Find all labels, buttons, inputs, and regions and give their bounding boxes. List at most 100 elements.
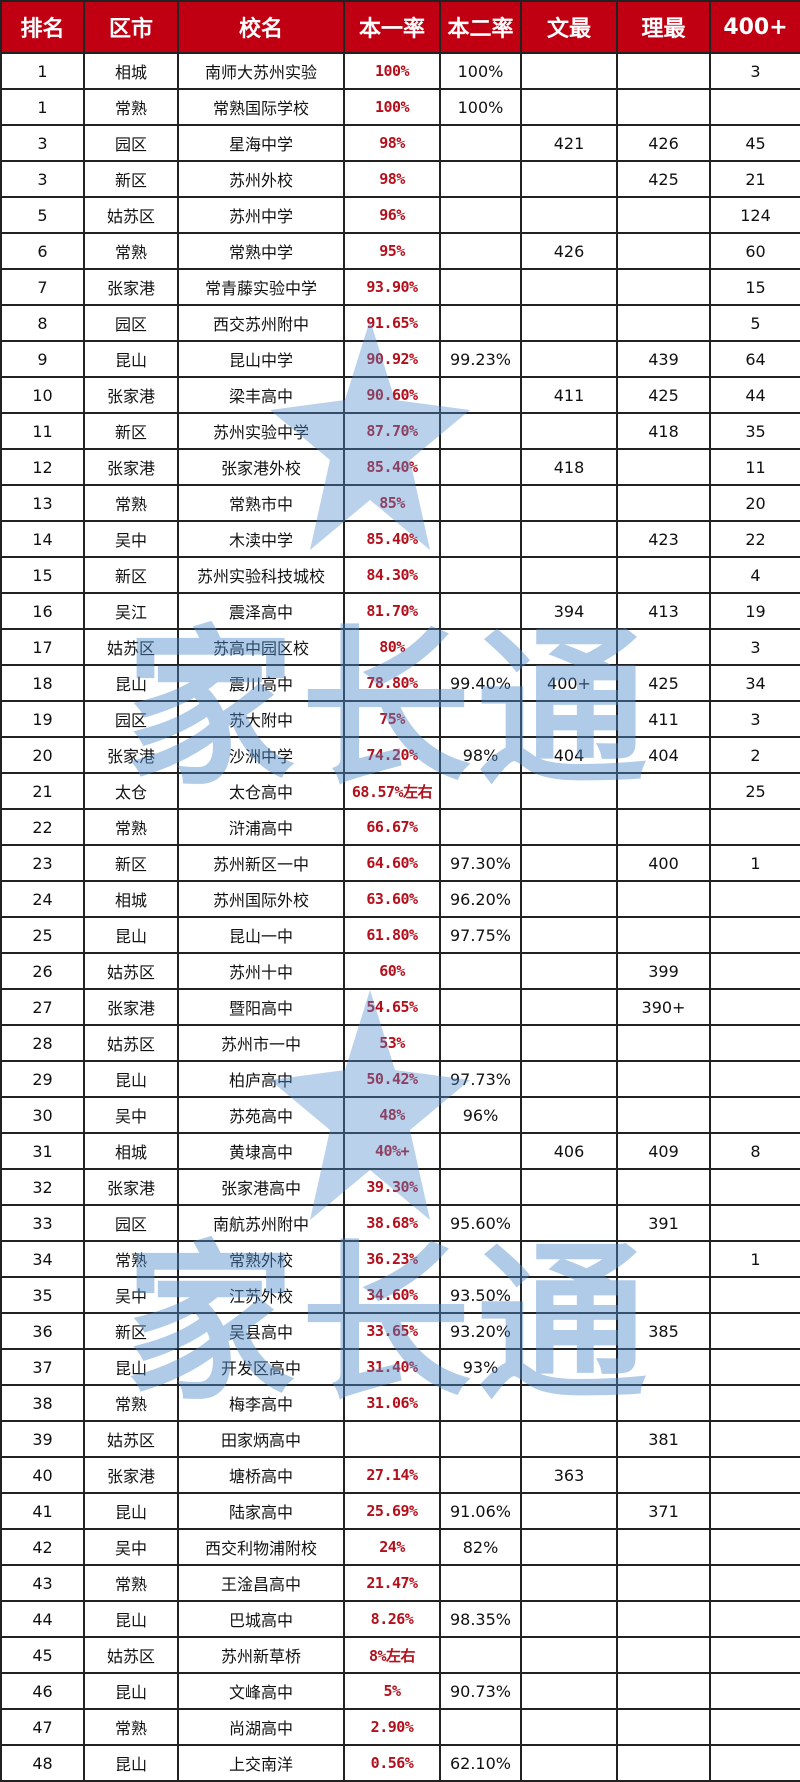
- rank-cell: 3: [0, 124, 85, 162]
- school-cell: 苏州中学: [177, 196, 345, 234]
- district-cell: 张家港: [83, 1168, 179, 1206]
- arts-top-cell: [520, 1204, 618, 1242]
- district-cell: 常熟: [83, 1240, 179, 1278]
- tier2-rate-cell: 82%: [439, 1528, 522, 1566]
- tier2-rate-cell: [439, 160, 522, 198]
- school-cell: 塘桥高中: [177, 1456, 345, 1494]
- tier2-rate-cell: [439, 952, 522, 990]
- school-cell: 常熟国际学校: [177, 88, 345, 126]
- district-cell: 园区: [83, 700, 179, 738]
- district-cell: 张家港: [83, 736, 179, 774]
- district-cell: 常熟: [83, 1384, 179, 1422]
- science-top-cell: 423: [616, 520, 711, 558]
- science-top-cell: [616, 268, 711, 306]
- tier2-rate-cell: [439, 1564, 522, 1602]
- count-400-cell: 3: [709, 700, 800, 738]
- arts-top-cell: [520, 268, 618, 306]
- tier1-rate-cell: 64.60%: [343, 844, 441, 882]
- school-cell: 苏苑高中: [177, 1096, 345, 1134]
- tier2-rate-cell: [439, 520, 522, 558]
- district-cell: 常熟: [83, 88, 179, 126]
- arts-top-cell: 418: [520, 448, 618, 486]
- science-top-cell: 426: [616, 124, 711, 162]
- count-400-cell: 35: [709, 412, 800, 450]
- rank-cell: 1: [0, 88, 85, 126]
- table-row: 29 昆山 柏庐高中 50.42% 97.73%: [0, 1060, 800, 1098]
- arts-top-cell: 363: [520, 1456, 618, 1494]
- table-row: 39 姑苏区 田家炳高中 381: [0, 1420, 800, 1458]
- district-cell: 昆山: [83, 1744, 179, 1782]
- header-arts-top: 文最: [520, 0, 618, 54]
- tier1-rate-cell: 36.23%: [343, 1240, 441, 1278]
- arts-top-cell: [520, 412, 618, 450]
- school-cell: 苏高中园区校: [177, 628, 345, 666]
- count-400-cell: [709, 1204, 800, 1242]
- tier1-rate-cell: 81.70%: [343, 592, 441, 630]
- table-row: 32 张家港 张家港高中 39.30%: [0, 1168, 800, 1206]
- school-cell: 上交南洋: [177, 1744, 345, 1782]
- science-top-cell: 439: [616, 340, 711, 378]
- science-top-cell: 418: [616, 412, 711, 450]
- science-top-cell: 385: [616, 1312, 711, 1350]
- count-400-cell: [709, 808, 800, 846]
- header-tier1-rate: 本一率: [343, 0, 441, 54]
- count-400-cell: 19: [709, 592, 800, 630]
- tier2-rate-cell: [439, 376, 522, 414]
- school-cell: 吴县高中: [177, 1312, 345, 1350]
- table-row: 11 新区 苏州实验中学 87.70% 418 35: [0, 412, 800, 450]
- science-top-cell: 399: [616, 952, 711, 990]
- count-400-cell: [709, 1276, 800, 1314]
- tier2-rate-cell: 93.50%: [439, 1276, 522, 1314]
- tier1-rate-cell: 61.80%: [343, 916, 441, 954]
- arts-top-cell: [520, 1096, 618, 1134]
- table-row: 41 昆山 陆家高中 25.69% 91.06% 371: [0, 1492, 800, 1530]
- tier2-rate-cell: [439, 772, 522, 810]
- science-top-cell: [616, 1384, 711, 1422]
- science-top-cell: [616, 1024, 711, 1062]
- tier1-rate-cell: 78.80%: [343, 664, 441, 702]
- header-school: 校名: [177, 0, 345, 54]
- table-row: 40 张家港 塘桥高中 27.14% 363: [0, 1456, 800, 1494]
- rank-cell: 24: [0, 880, 85, 918]
- count-400-cell: 11: [709, 448, 800, 486]
- count-400-cell: 1: [709, 844, 800, 882]
- science-top-cell: 390+: [616, 988, 711, 1026]
- school-cell: 江苏外校: [177, 1276, 345, 1314]
- tier2-rate-cell: 96.20%: [439, 880, 522, 918]
- school-cell: 西交利物浦附校: [177, 1528, 345, 1566]
- tier2-rate-cell: [439, 304, 522, 342]
- arts-top-cell: [520, 160, 618, 198]
- header-rank: 排名: [0, 0, 85, 54]
- table-row: 28 姑苏区 苏州市一中 53%: [0, 1024, 800, 1062]
- tier2-rate-cell: 96%: [439, 1096, 522, 1134]
- table-row: 36 新区 吴县高中 33.65% 93.20% 385: [0, 1312, 800, 1350]
- arts-top-cell: [520, 952, 618, 990]
- tier2-rate-cell: 97.75%: [439, 916, 522, 954]
- count-400-cell: 44: [709, 376, 800, 414]
- table-row: 33 园区 南航苏州附中 38.68% 95.60% 391: [0, 1204, 800, 1242]
- rank-cell: 19: [0, 700, 85, 738]
- rank-cell: 31: [0, 1132, 85, 1170]
- arts-top-cell: 426: [520, 232, 618, 270]
- header-400-plus: 400+: [709, 0, 800, 54]
- school-cell: 文峰高中: [177, 1672, 345, 1710]
- count-400-cell: [709, 1636, 800, 1674]
- tier2-rate-cell: [439, 1024, 522, 1062]
- science-top-cell: [616, 1600, 711, 1638]
- tier1-rate-cell: 95%: [343, 232, 441, 270]
- count-400-cell: [709, 1744, 800, 1782]
- count-400-cell: [709, 1348, 800, 1386]
- rank-cell: 17: [0, 628, 85, 666]
- school-cell: 南师大苏州实验: [177, 52, 345, 90]
- arts-top-cell: [520, 772, 618, 810]
- science-top-cell: [616, 52, 711, 90]
- tier2-rate-cell: [439, 592, 522, 630]
- table-row: 48 昆山 上交南洋 0.56% 62.10%: [0, 1744, 800, 1782]
- table-row: 30 吴中 苏苑高中 48% 96%: [0, 1096, 800, 1134]
- tier1-rate-cell: 2.90%: [343, 1708, 441, 1746]
- table-row: 45 姑苏区 苏州新草桥 8%左右: [0, 1636, 800, 1674]
- school-cell: 王淦昌高中: [177, 1564, 345, 1602]
- arts-top-cell: [520, 1312, 618, 1350]
- arts-top-cell: [520, 1024, 618, 1062]
- count-400-cell: [709, 1168, 800, 1206]
